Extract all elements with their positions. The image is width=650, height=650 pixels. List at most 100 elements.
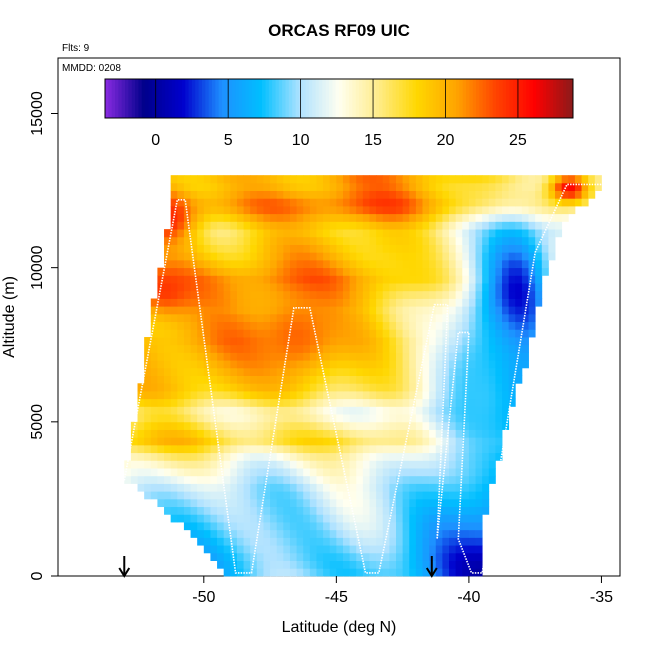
heatmap-cell (455, 206, 463, 215)
heatmap-cell (409, 537, 417, 546)
heatmap-cell (283, 267, 291, 276)
heatmap-cell (349, 367, 357, 376)
heatmap-cell (263, 259, 271, 269)
heatmap-cell (336, 244, 344, 253)
heatmap-cell (316, 198, 324, 207)
heatmap-cell (309, 221, 317, 230)
heatmap-cell (409, 468, 417, 477)
heatmap-cell (429, 383, 437, 392)
heatmap-cell (389, 313, 397, 323)
heatmap-cell (362, 182, 370, 191)
heatmap-cell (323, 444, 331, 454)
heatmap-cell (462, 182, 470, 191)
heatmap-cell (415, 560, 423, 569)
heatmap-cell (203, 514, 211, 523)
heatmap-cell (164, 306, 172, 315)
heatmap-cell (183, 313, 191, 323)
colorbar-cell (452, 79, 457, 118)
heatmap-cell (164, 475, 172, 484)
heatmap-cell (482, 475, 490, 484)
heatmap-cell (256, 367, 264, 376)
heatmap-cell (236, 298, 244, 307)
heatmap-cell (270, 337, 278, 346)
heatmap-cell (502, 337, 510, 346)
heatmap-cell (356, 545, 364, 554)
heatmap-cell (475, 313, 483, 323)
heatmap-cell (236, 252, 244, 261)
heatmap-cell (316, 391, 324, 400)
heatmap-cell (402, 182, 410, 191)
heatmap-cell (389, 452, 397, 461)
heatmap-cell (303, 244, 311, 253)
heatmap-cell (362, 190, 370, 199)
x-axis-label: Latitude (deg N) (282, 619, 397, 636)
heatmap-cell (528, 298, 536, 307)
heatmap-cell (508, 175, 516, 184)
heatmap-cell (210, 475, 218, 484)
heatmap-cell (289, 391, 297, 400)
heatmap-cell (256, 298, 264, 307)
heatmap-cell (144, 344, 152, 353)
heatmap-cell (482, 491, 490, 500)
x-tick-label: -50 (192, 589, 215, 606)
heatmap-cell (217, 468, 225, 477)
heatmap-cell (283, 321, 291, 330)
heatmap-cell (223, 213, 231, 222)
heatmap-cell (402, 483, 410, 492)
heatmap-cell (482, 259, 490, 269)
heatmap-cell (323, 398, 331, 407)
heatmap-cell (435, 491, 443, 500)
heatmap-cell (462, 190, 470, 199)
heatmap-cell (190, 198, 198, 207)
heatmap-cell (263, 367, 271, 376)
heatmap-cell (276, 529, 284, 538)
heatmap-cell (329, 175, 337, 184)
heatmap-cell (289, 514, 297, 523)
heatmap-cell (382, 406, 390, 415)
heatmap-cell (336, 545, 344, 554)
heatmap-cell (263, 421, 271, 430)
heatmap-cell (382, 398, 390, 407)
heatmap-cell (223, 514, 231, 523)
heatmap-cell (409, 182, 417, 191)
heatmap-cell (323, 414, 331, 423)
heatmap-cell (389, 360, 397, 369)
heatmap-cell (289, 498, 297, 508)
heatmap-cell (382, 514, 390, 523)
heatmap-cell (528, 175, 536, 184)
heatmap-cell (488, 429, 496, 438)
heatmap-cell (263, 537, 271, 546)
heatmap-cell (170, 460, 178, 469)
heatmap-cell (389, 506, 397, 515)
heatmap-cell (502, 283, 510, 292)
heatmap-cell (422, 560, 430, 569)
heatmap-cell (210, 514, 218, 523)
heatmap-cell (203, 367, 211, 376)
heatmap-cell (263, 522, 271, 531)
heatmap-cell (263, 406, 271, 415)
heatmap-cell (515, 259, 523, 269)
heatmap-cell (535, 206, 543, 215)
heatmap-cell (183, 421, 191, 430)
heatmap-cell (515, 198, 523, 207)
heatmap-cell (183, 429, 191, 438)
heatmap-cell (289, 313, 297, 323)
heatmap-cell (157, 491, 165, 500)
heatmap-cell (508, 267, 516, 276)
heatmap-cell (230, 460, 238, 469)
heatmap-cell (223, 221, 231, 230)
heatmap-cell (475, 529, 483, 538)
heatmap-cell (409, 306, 417, 315)
heatmap-cell (362, 444, 370, 454)
heatmap-cell (528, 229, 536, 238)
heatmap-cell (468, 529, 476, 538)
heatmap-cell (376, 244, 384, 253)
heatmap-cell (455, 406, 463, 415)
heatmap-cell (356, 321, 364, 330)
heatmap-cell (223, 383, 231, 392)
heatmap-cell (157, 391, 165, 400)
heatmap-cell (541, 182, 549, 191)
heatmap-cell (190, 522, 198, 531)
heatmap-cell (236, 491, 244, 500)
heatmap-cell (389, 244, 397, 253)
